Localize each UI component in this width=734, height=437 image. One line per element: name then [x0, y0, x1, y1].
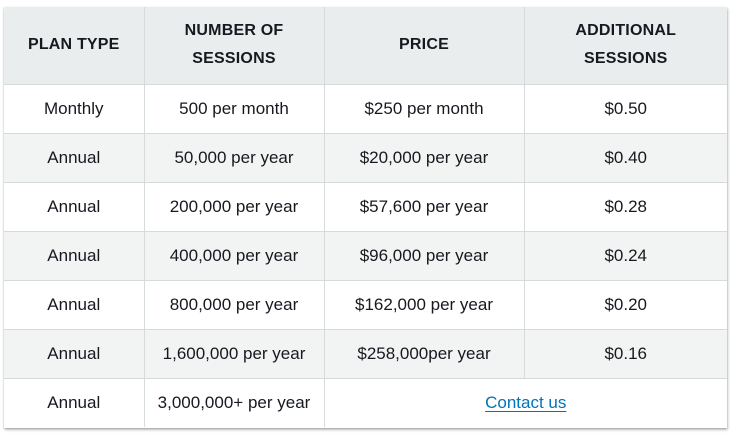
pricing-table: PLAN TYPE NUMBER OF SESSIONS PRICE ADDIT… — [4, 7, 727, 427]
header-price: PRICE — [323, 7, 525, 85]
sessions-cell: 1,600,000 per year — [143, 328, 325, 379]
plan-type-cell: Annual — [4, 181, 145, 232]
table-row: Annual 3,000,000+ per year Contact us — [4, 377, 727, 427]
sessions-cell: 400,000 per year — [143, 230, 325, 281]
sessions-cell: 200,000 per year — [143, 181, 325, 232]
price-cell: $96,000 per year — [323, 230, 525, 281]
plan-type-cell: Annual — [4, 279, 145, 330]
price-cell: $162,000 per year — [323, 279, 525, 330]
price-cell: $57,600 per year — [323, 181, 525, 232]
sessions-cell: 3,000,000+ per year — [143, 377, 325, 427]
price-cell: $20,000 per year — [323, 132, 525, 183]
header-number-of-sessions-line-1: NUMBER OF — [184, 22, 284, 40]
header-plan-type-label: PLAN TYPE — [27, 36, 120, 54]
plan-type-cell: Annual — [4, 377, 145, 427]
additional-sessions-cell: $0.16 — [523, 328, 727, 379]
plan-type-cell: Annual — [4, 230, 145, 281]
pricing-table-container: PLAN TYPE NUMBER OF SESSIONS PRICE ADDIT… — [4, 7, 727, 428]
header-plan-type: PLAN TYPE — [4, 7, 145, 85]
header-number-of-sessions-line-2: SESSIONS — [192, 50, 276, 68]
sessions-cell: 50,000 per year — [143, 132, 325, 183]
sessions-cell: 800,000 per year — [143, 279, 325, 330]
table-row: Annual 800,000 per year $162,000 per yea… — [4, 279, 727, 330]
plan-type-cell: Annual — [4, 328, 145, 379]
table-row: Annual 200,000 per year $57,600 per year… — [4, 181, 727, 232]
additional-sessions-cell: $0.40 — [523, 132, 727, 183]
additional-sessions-cell: $0.24 — [523, 230, 727, 281]
contact-cell: Contact us — [323, 377, 727, 427]
header-number-of-sessions: NUMBER OF SESSIONS — [143, 7, 325, 85]
price-cell: $258,000per year — [323, 328, 525, 379]
additional-sessions-cell: $0.50 — [523, 83, 727, 134]
price-cell: $250 per month — [323, 83, 525, 134]
header-additional-sessions-line-2: SESSIONS — [584, 50, 668, 68]
contact-us-link[interactable]: Contact us — [485, 392, 567, 412]
plan-type-cell: Annual — [4, 132, 145, 183]
table-row: Monthly 500 per month $250 per month $0.… — [4, 83, 727, 134]
table-row: Annual 50,000 per year $20,000 per year … — [4, 132, 727, 183]
table-row: Annual 400,000 per year $96,000 per year… — [4, 230, 727, 281]
header-price-label: PRICE — [399, 36, 449, 54]
additional-sessions-cell: $0.20 — [523, 279, 727, 330]
header-additional-sessions: ADDITIONAL SESSIONS — [523, 7, 727, 85]
header-additional-sessions-line-1: ADDITIONAL — [575, 22, 677, 40]
plan-type-cell: Monthly — [4, 83, 145, 134]
additional-sessions-cell: $0.28 — [523, 181, 727, 232]
table-header-row: PLAN TYPE NUMBER OF SESSIONS PRICE ADDIT… — [4, 7, 727, 85]
sessions-cell: 500 per month — [143, 83, 325, 134]
table-row: Annual 1,600,000 per year $258,000per ye… — [4, 328, 727, 379]
